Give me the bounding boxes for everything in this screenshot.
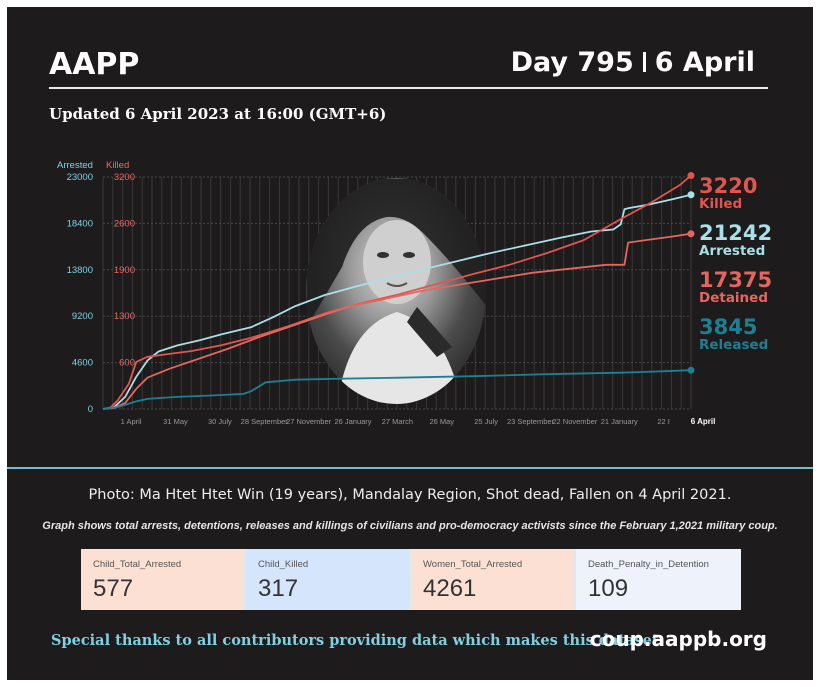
portrait-figure bbox=[307, 178, 486, 404]
x-tick-label: 22 November bbox=[552, 417, 598, 426]
y-tick-killed: 1300 bbox=[114, 311, 135, 322]
y-tick-arrested: 0 bbox=[88, 404, 93, 415]
callout-label-arrested: Arrested bbox=[699, 243, 765, 259]
callout-value-detained: 17375 bbox=[699, 268, 772, 292]
x-tick-label: 26 May bbox=[429, 417, 454, 426]
callout-value-released: 3845 bbox=[699, 315, 757, 339]
x-tick-label: 31 May bbox=[163, 417, 188, 426]
y-tick-arrested: 13800 bbox=[67, 265, 93, 276]
stat-card-death-penalty: Death_Penalty_in_Detention 109 bbox=[576, 549, 741, 610]
callout-value-killed: 3220 bbox=[699, 174, 757, 198]
series-line-killed bbox=[102, 174, 692, 410]
x-end-label: 6 April bbox=[691, 417, 716, 426]
y-tick-killed: 1900 bbox=[114, 265, 135, 276]
portrait-photo bbox=[306, 178, 486, 404]
day-separator bbox=[642, 52, 646, 72]
cumulative-line-chart: 0 4600 600 9200 1300 13800 1900 18400 2600 23000 3… bbox=[57, 160, 772, 426]
y-tick-killed: 2600 bbox=[114, 218, 135, 229]
day-label: Day 795 bbox=[510, 47, 634, 78]
y-tick-arrested: 9200 bbox=[72, 311, 93, 322]
header-divider bbox=[49, 87, 768, 89]
source-url[interactable]: coup.aappb.org bbox=[589, 627, 767, 651]
x-tick-label: 26 January bbox=[334, 417, 371, 426]
thanks-note: Special thanks to all contributors provi… bbox=[51, 632, 664, 649]
x-tick-label: 30 July bbox=[208, 417, 232, 426]
callout-label-released: Released bbox=[699, 337, 768, 353]
stats-row: Child_Total_Arrested 577 Child_Killed 31… bbox=[81, 549, 741, 610]
day-counter: Day 795 6 April bbox=[511, 47, 755, 78]
stat-divider bbox=[244, 549, 246, 610]
callout-label-killed: Killed bbox=[699, 196, 742, 212]
series-endpoint-killed bbox=[687, 172, 695, 180]
photo-caption: Photo: Ma Htet Htet Win (19 years), Mand… bbox=[88, 487, 732, 503]
stat-divider bbox=[574, 549, 576, 610]
y-tick-arrested: 18400 bbox=[67, 218, 93, 229]
x-tick-label: 1 April bbox=[121, 417, 142, 426]
x-tick-label: 23 September bbox=[507, 417, 555, 426]
y-tick-killed: 3200 bbox=[114, 172, 135, 183]
callout-label-detained: Detained bbox=[699, 290, 768, 306]
date-label: 6 April bbox=[654, 47, 755, 78]
stat-card-child-killed: Child_Killed 317 bbox=[246, 549, 411, 610]
x-tick-label: 25 July bbox=[474, 417, 498, 426]
series-line-detained bbox=[102, 232, 692, 410]
x-tick-label: 27 November bbox=[286, 417, 332, 426]
y-tick-killed: 600 bbox=[119, 358, 135, 369]
x-tick-label: 28 September bbox=[241, 417, 289, 426]
stat-label: Child_Killed bbox=[258, 559, 309, 570]
y-tick-arrested: 23000 bbox=[67, 172, 93, 183]
stat-label: Death_Penalty_in_Detention bbox=[588, 559, 709, 570]
x-tick-label: 22 I bbox=[657, 417, 670, 426]
series-endpoint-released bbox=[687, 366, 695, 374]
series-line-released bbox=[102, 369, 692, 410]
stat-divider bbox=[409, 549, 411, 610]
brand-title: AAPP bbox=[49, 47, 140, 82]
x-tick-label: 21 January bbox=[601, 417, 638, 426]
infographic-card: AAPP Day 795 6 April Updated 6 April 2023… bbox=[7, 7, 813, 680]
stat-value: 109 bbox=[588, 575, 629, 602]
updated-timestamp: Updated 6 April 2023 at 16:00 (GMT+6) bbox=[49, 105, 387, 123]
section-divider bbox=[7, 467, 813, 469]
stat-value: 4261 bbox=[423, 575, 477, 602]
stat-card-women-total-arrested: Women_Total_Arrested 4261 bbox=[411, 549, 576, 610]
callout-value-arrested: 21242 bbox=[699, 221, 772, 245]
series-endpoint-arrested bbox=[687, 191, 695, 199]
stat-label: Women_Total_Arrested bbox=[423, 559, 523, 570]
series-endpoint-detained bbox=[687, 230, 695, 238]
y-axis-title-arrested: Arrested bbox=[57, 160, 93, 171]
x-tick-label: 27 March bbox=[382, 417, 413, 426]
y-tick-arrested: 4600 bbox=[72, 358, 93, 369]
y-axis-title-killed: Killed bbox=[106, 160, 129, 171]
graph-note: Graph shows total arrests, detentions, r… bbox=[42, 520, 778, 532]
stat-card-child-total-arrested: Child_Total_Arrested 577 bbox=[81, 549, 246, 610]
stat-label: Child_Total_Arrested bbox=[93, 559, 182, 570]
stat-value: 317 bbox=[258, 575, 299, 602]
stat-value: 577 bbox=[93, 575, 134, 602]
